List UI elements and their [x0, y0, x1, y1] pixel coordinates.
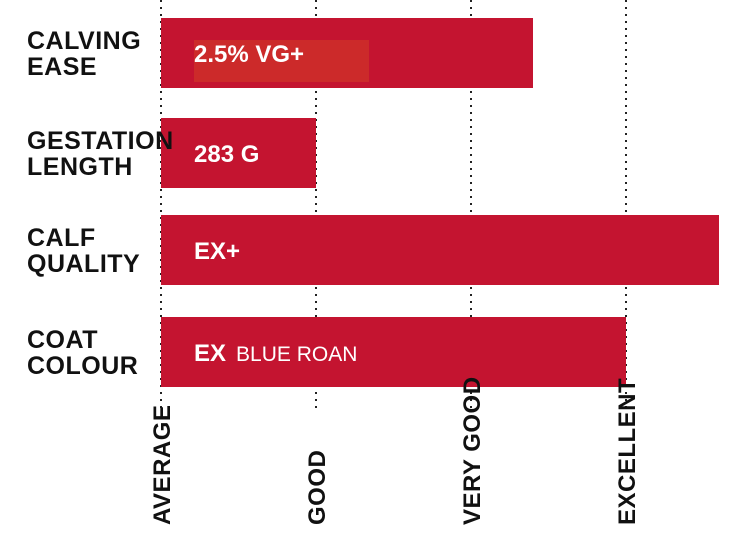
x-tick-label: EXCELLENT — [614, 378, 641, 525]
category-label: LENGTH — [27, 153, 133, 181]
bar-value-label: 2.5% VG+ — [194, 41, 304, 68]
label-highlight — [194, 40, 369, 82]
category-label: GESTATION — [27, 127, 174, 155]
bar-value-text: 2.5% VG+ — [194, 41, 304, 68]
category-label: CALVING — [27, 27, 141, 55]
category-label: COAT — [27, 326, 98, 354]
category-label: CALF — [27, 224, 96, 252]
bar-value-suffix: BLUE ROAN — [236, 343, 357, 366]
category-label: COLOUR — [27, 352, 138, 380]
x-tick-label: AVERAGE — [149, 405, 176, 525]
bar-value-text: EX — [194, 340, 226, 367]
bar-value-text: 283 G — [194, 141, 259, 168]
bars: 2.5% VG+ 283 G EX+ EX BLUE ROAN — [161, 18, 719, 387]
bar — [161, 118, 316, 188]
bar-value-label: EX BLUE ROAN — [194, 340, 357, 367]
x-axis-ticks: AVERAGE GOOD VERY GOOD EXCELLENT — [149, 376, 641, 525]
bar-value-text: EX+ — [194, 238, 240, 265]
category-label: EASE — [27, 53, 97, 81]
bar — [161, 317, 626, 387]
x-tick-label: GOOD — [304, 450, 331, 525]
bar-value-label: 283 G — [194, 141, 259, 168]
x-tick-label: VERY GOOD — [459, 376, 486, 525]
bar — [161, 215, 719, 285]
bar-value-label: EX+ — [194, 238, 240, 265]
category-label: QUALITY — [27, 250, 140, 278]
